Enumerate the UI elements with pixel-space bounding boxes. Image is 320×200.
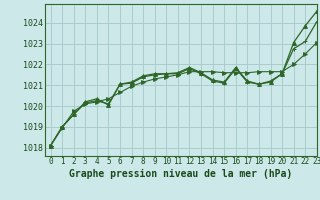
X-axis label: Graphe pression niveau de la mer (hPa): Graphe pression niveau de la mer (hPa) — [69, 169, 292, 179]
